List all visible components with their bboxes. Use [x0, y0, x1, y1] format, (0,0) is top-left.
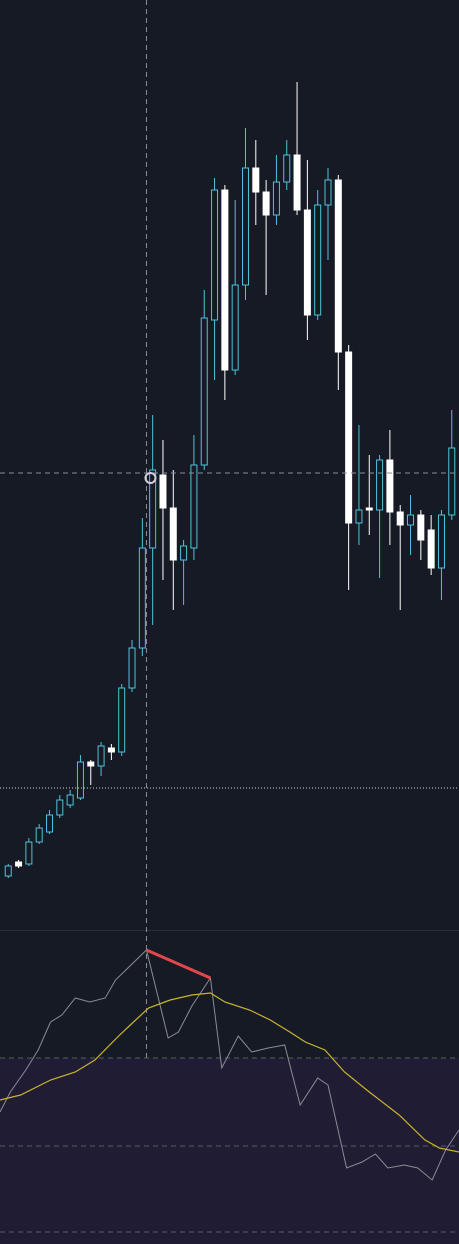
candle-body [396, 511, 404, 526]
candle-body [4, 865, 12, 877]
candle-body [180, 545, 188, 561]
candle-body [76, 761, 84, 799]
candle-body [118, 687, 126, 753]
candle-body [87, 761, 95, 767]
candle-body [56, 799, 64, 816]
candle-body [15, 861, 23, 867]
candle-body [138, 547, 146, 649]
candle-body [293, 154, 301, 211]
candle-body [25, 841, 33, 865]
candle-body [149, 469, 157, 549]
candle-body [200, 317, 208, 466]
candle-body [231, 284, 239, 371]
candle-body [128, 647, 136, 689]
candle-body [159, 474, 167, 509]
candle-body [107, 747, 115, 753]
indicator-line [0, 949, 459, 1181]
candle-body [427, 529, 435, 569]
candle-body [334, 179, 342, 353]
candle-body [365, 507, 373, 511]
candle-body [355, 509, 363, 524]
candle-body [314, 204, 322, 316]
candle-body [221, 189, 229, 371]
candle-body [303, 209, 311, 316]
candle-body [35, 827, 43, 843]
candle-body [283, 154, 291, 183]
candle-body [448, 447, 456, 516]
level-band [0, 1058, 459, 1244]
candle-body [407, 514, 415, 526]
candle-body [190, 464, 198, 549]
candle-body [437, 514, 445, 569]
candle-body [241, 167, 249, 286]
candle-body [46, 814, 54, 833]
candle-body [417, 514, 425, 541]
candle-body [386, 459, 394, 513]
candle-body [262, 191, 270, 216]
candle-body [169, 507, 177, 561]
candle-body [97, 745, 105, 767]
candle-body [345, 351, 353, 524]
candle-body [376, 459, 384, 511]
candle-body [324, 179, 332, 206]
candle-body [272, 181, 280, 216]
candle-body [66, 794, 74, 806]
divergence-line [145, 948, 212, 980]
indicator-line [0, 992, 459, 1153]
candle-body [211, 189, 219, 321]
crosshair-marker [144, 472, 157, 484]
candle-body [252, 167, 260, 193]
